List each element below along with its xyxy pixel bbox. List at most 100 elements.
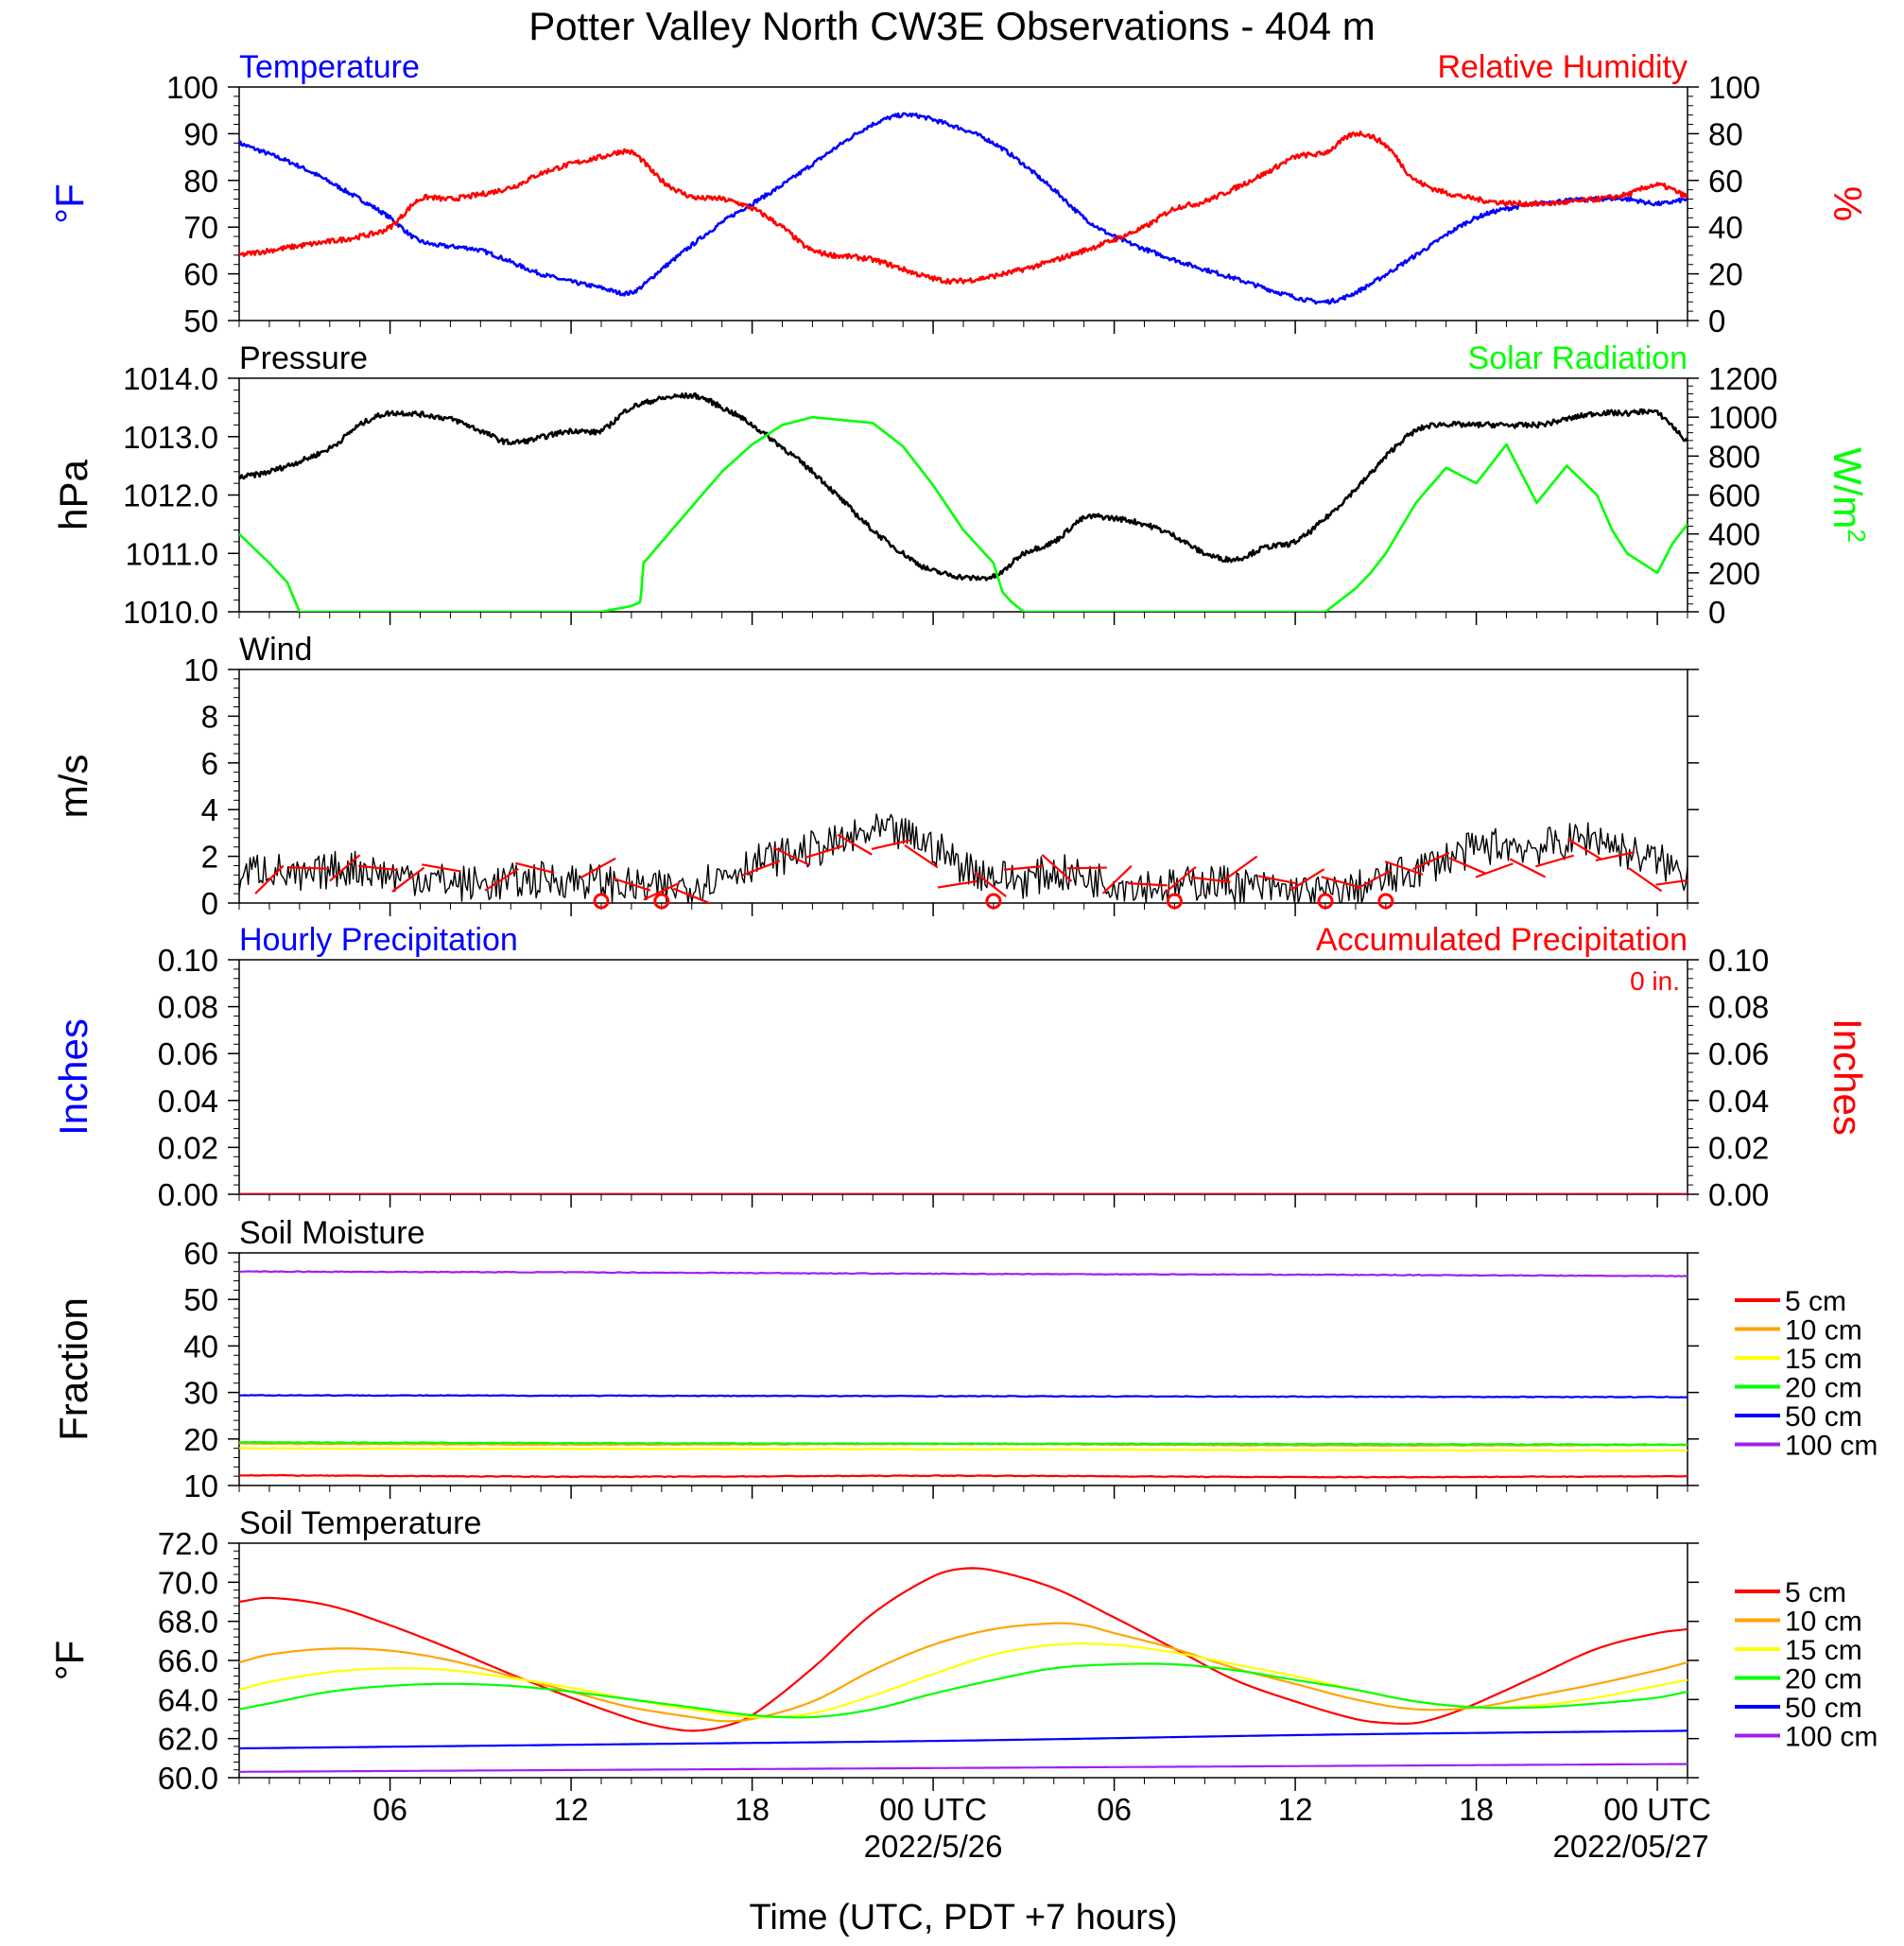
wind-barb <box>288 866 329 870</box>
legend-entry: 50 cm <box>1735 1693 1862 1724</box>
panel-title-left: Pressure <box>239 340 368 376</box>
panel-title-right: Solar Radiation <box>1468 340 1688 376</box>
panel-frame <box>238 86 1688 321</box>
y-tick-label-left: 0.10 <box>158 943 218 978</box>
legend-label: 20 cm <box>1785 1373 1862 1404</box>
wind-barb <box>1475 862 1514 878</box>
panel-title-right: Accumulated Precipitation <box>1316 922 1688 958</box>
wind-barb <box>254 864 285 895</box>
y-axis-label-left: hPa <box>51 459 95 530</box>
legend-label: 100 cm <box>1785 1722 1878 1753</box>
y-tick-label-right: 200 <box>1708 556 1760 591</box>
series-line <box>239 1270 1688 1277</box>
wind-barb <box>1127 882 1168 887</box>
y-axis-label-right: % <box>1826 186 1870 221</box>
panel-temp_rh: Temperature Relative Humidity 50 60 70 80 90 10… <box>47 49 1870 339</box>
y-tick-label-right: 0 <box>1708 595 1725 630</box>
y-tick-label-left: 64.0 <box>158 1682 218 1717</box>
wind-barb <box>643 881 681 901</box>
wind-barb <box>1412 851 1450 871</box>
legend-entry: 50 cm <box>1735 1401 1862 1433</box>
wind-barb <box>1321 876 1360 889</box>
y-tick-label-left: 72.0 <box>158 1526 218 1561</box>
x-tick-label: 00 UTC <box>1603 1792 1711 1827</box>
y-tick-label-right: 0.06 <box>1708 1036 1769 1071</box>
y-tick-label-left: 70 <box>183 210 218 245</box>
y-tick-label-left: 60 <box>183 257 218 292</box>
series-line <box>239 112 1688 305</box>
legend-entry: 10 cm <box>1735 1315 1862 1347</box>
y-tick-label-left: 66.0 <box>158 1643 218 1678</box>
panel-title-left: Temperature <box>239 49 420 85</box>
legend-label: 15 cm <box>1785 1635 1862 1666</box>
y-tick-label-right: 0.02 <box>1708 1130 1769 1165</box>
panel-wind: Wind 0 2 4 6 8 10 m/s <box>51 632 1699 921</box>
y-tick-label-left: 1014.0 <box>123 361 218 396</box>
x-tick-label: 06 <box>1097 1792 1132 1827</box>
panel-soil_temperature: Soil Temperature 60.0 62.0 64.0 66.068.0 70.0… <box>47 1505 1878 1796</box>
wind-barb <box>974 871 1007 898</box>
y-tick-label-left: 1013.0 <box>123 420 218 455</box>
series-line <box>239 391 1688 582</box>
wind-barb <box>391 866 425 893</box>
series-line <box>239 415 1688 612</box>
y-axis-label-left: °F <box>47 1641 92 1680</box>
series-line <box>239 1729 1688 1750</box>
legend-label: 5 cm <box>1785 1577 1846 1608</box>
x-tick-date: 2022/5/26 <box>864 1829 1003 1864</box>
legend-label: 5 cm <box>1785 1286 1846 1317</box>
y-tick-label-left: 2 <box>201 840 218 875</box>
wind-barb <box>1066 866 1107 870</box>
unit-superscript: 2 <box>1843 529 1871 542</box>
series-line <box>239 1394 1688 1399</box>
wind-barb <box>1566 838 1603 860</box>
panel-title-left: Soil Temperature <box>239 1505 481 1541</box>
y-tick-label-left: 6 <box>201 746 218 781</box>
wind-barb <box>1165 865 1197 894</box>
series-line <box>239 1662 1688 1719</box>
y-tick-label-left: 0.06 <box>158 1036 218 1071</box>
y-tick-label-right: 100 <box>1708 70 1760 105</box>
series-line <box>239 1473 1688 1479</box>
wind-barb <box>871 839 911 851</box>
panel-precip: Hourly Precipitation Accumulated Precipit… <box>51 922 1870 1212</box>
y-tick-label-left: 0.00 <box>158 1177 218 1212</box>
wind-barb <box>1509 858 1547 878</box>
y-tick-label-left: 80 <box>183 164 218 199</box>
wind-barb <box>937 879 978 889</box>
y-axis-label-left: Inches <box>51 1018 95 1136</box>
y-tick-label-left: 10 <box>183 1468 218 1503</box>
y-axis-label-left: Fraction <box>51 1297 95 1441</box>
y-tick-label-left: 10 <box>183 652 218 687</box>
y-tick-label-right: 40 <box>1708 210 1743 245</box>
y-tick-label-left: 100 <box>166 70 218 105</box>
legend-entry: 100 cm <box>1735 1722 1878 1753</box>
panel-title-left: Wind <box>239 632 312 668</box>
legend-entry: 5 cm <box>1735 1577 1846 1608</box>
legend-entry: 15 cm <box>1735 1344 1862 1375</box>
y-tick-label-left: 1011.0 <box>126 536 218 571</box>
wind-barb <box>1595 851 1636 862</box>
wind-barb <box>742 860 781 877</box>
panel-title-right: Relative Humidity <box>1437 49 1688 85</box>
wind-barb <box>1003 865 1044 871</box>
calm-wind-marker <box>1317 893 1334 910</box>
wind-barb <box>1628 867 1663 893</box>
legend-entry: 5 cm <box>1735 1286 1846 1317</box>
wind-barb <box>515 861 555 875</box>
y-tick-label-left: 1010.0 <box>123 595 218 630</box>
legend-entry: 20 cm <box>1735 1373 1862 1404</box>
y-tick-label-right: 80 <box>1708 116 1743 151</box>
y-axis-label-left: °F <box>47 183 92 223</box>
x-tick-label: 06 <box>372 1792 407 1827</box>
legend-label: 10 cm <box>1785 1607 1862 1638</box>
series-line <box>239 130 1688 286</box>
wind-barb <box>1041 854 1073 882</box>
calm-wind-marker <box>593 893 610 910</box>
wind-barb <box>1223 855 1258 881</box>
x-tick-label: 18 <box>735 1792 770 1827</box>
y-tick-label-right: 1000 <box>1708 400 1777 435</box>
y-tick-label-left: 0 <box>201 886 218 921</box>
y-tick-label-left: 30 <box>183 1376 218 1411</box>
